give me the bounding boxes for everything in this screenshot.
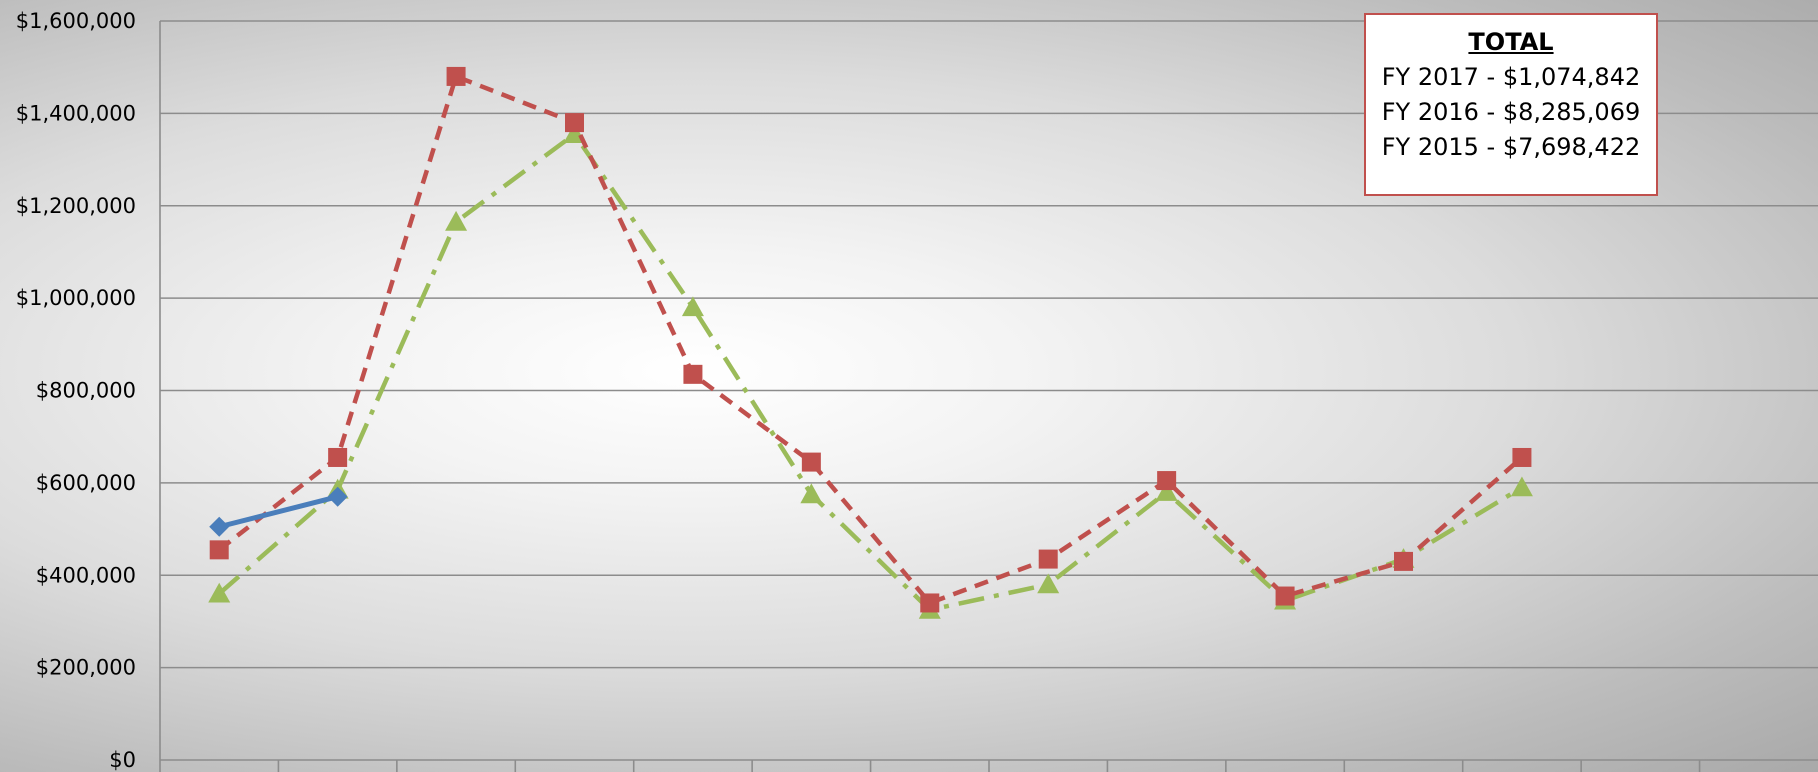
y-tick-label-2: $400,000 bbox=[36, 563, 136, 587]
y-tick-label-4: $800,000 bbox=[36, 379, 136, 403]
point-fy2016-4 bbox=[683, 364, 703, 384]
total-line-fy2017: FY 2017 - $1,074,842 bbox=[1381, 63, 1641, 91]
total-line-fy2015: FY 2015 - $7,698,422 bbox=[1381, 133, 1641, 161]
series-line-fy2016 bbox=[217, 74, 1524, 606]
point-fy2016-7 bbox=[1038, 549, 1058, 569]
point-fy2016-9 bbox=[1275, 586, 1295, 606]
point-fy2015-7 bbox=[1037, 573, 1060, 594]
total-annotation-box: TOTAL FY 2017 - $1,074,842 FY 2016 - $8,… bbox=[1364, 13, 1658, 196]
y-tick-label-5: $1,000,000 bbox=[16, 286, 136, 310]
point-fy2017-0 bbox=[209, 516, 230, 537]
series-fy2016 bbox=[209, 66, 1532, 613]
y-tick-label-0: $0 bbox=[109, 748, 136, 772]
series-fy2017 bbox=[209, 486, 348, 537]
gridlines bbox=[160, 20, 1818, 761]
series-line-fy2015 bbox=[217, 131, 1524, 613]
point-fy2015-11 bbox=[1510, 476, 1533, 497]
y-tick-label-1: $200,000 bbox=[36, 656, 136, 680]
total-title: TOTAL bbox=[1468, 28, 1554, 56]
point-fy2016-10 bbox=[1394, 551, 1413, 571]
y-tick-label-7: $1,400,000 bbox=[16, 101, 136, 125]
series-fy2015 bbox=[208, 123, 1533, 619]
point-fy2016-0 bbox=[209, 540, 229, 560]
point-fy2016-2 bbox=[446, 66, 466, 86]
point-fy2016-11 bbox=[1512, 447, 1532, 467]
point-fy2015-4 bbox=[681, 296, 704, 317]
total-line-fy2016: FY 2016 - $8,285,069 bbox=[1381, 98, 1641, 126]
y-tick-label-8: $1,600,000 bbox=[16, 9, 136, 33]
data-series bbox=[208, 66, 1533, 619]
point-fy2016-1 bbox=[328, 447, 348, 467]
y-axis-tick-labels: $0 $200,000 $400,000 $600,000 $800,000 $1,000… bbox=[16, 9, 136, 772]
point-fy2017-1 bbox=[327, 486, 348, 507]
y-tick-label-3: $600,000 bbox=[36, 471, 136, 495]
point-fy2016-8 bbox=[1157, 471, 1177, 491]
point-fy2016-6 bbox=[920, 593, 940, 613]
axes bbox=[159, 21, 1701, 772]
series-line-fy2017 bbox=[218, 494, 339, 530]
point-fy2016-5 bbox=[801, 452, 821, 472]
point-fy2015-5 bbox=[800, 483, 823, 504]
point-fy2015-2 bbox=[445, 210, 468, 231]
point-fy2015-8 bbox=[1155, 481, 1178, 501]
point-fy2015-0 bbox=[208, 582, 231, 603]
y-tick-label-6: $1,200,000 bbox=[16, 194, 136, 218]
point-fy2016-3 bbox=[565, 113, 584, 133]
